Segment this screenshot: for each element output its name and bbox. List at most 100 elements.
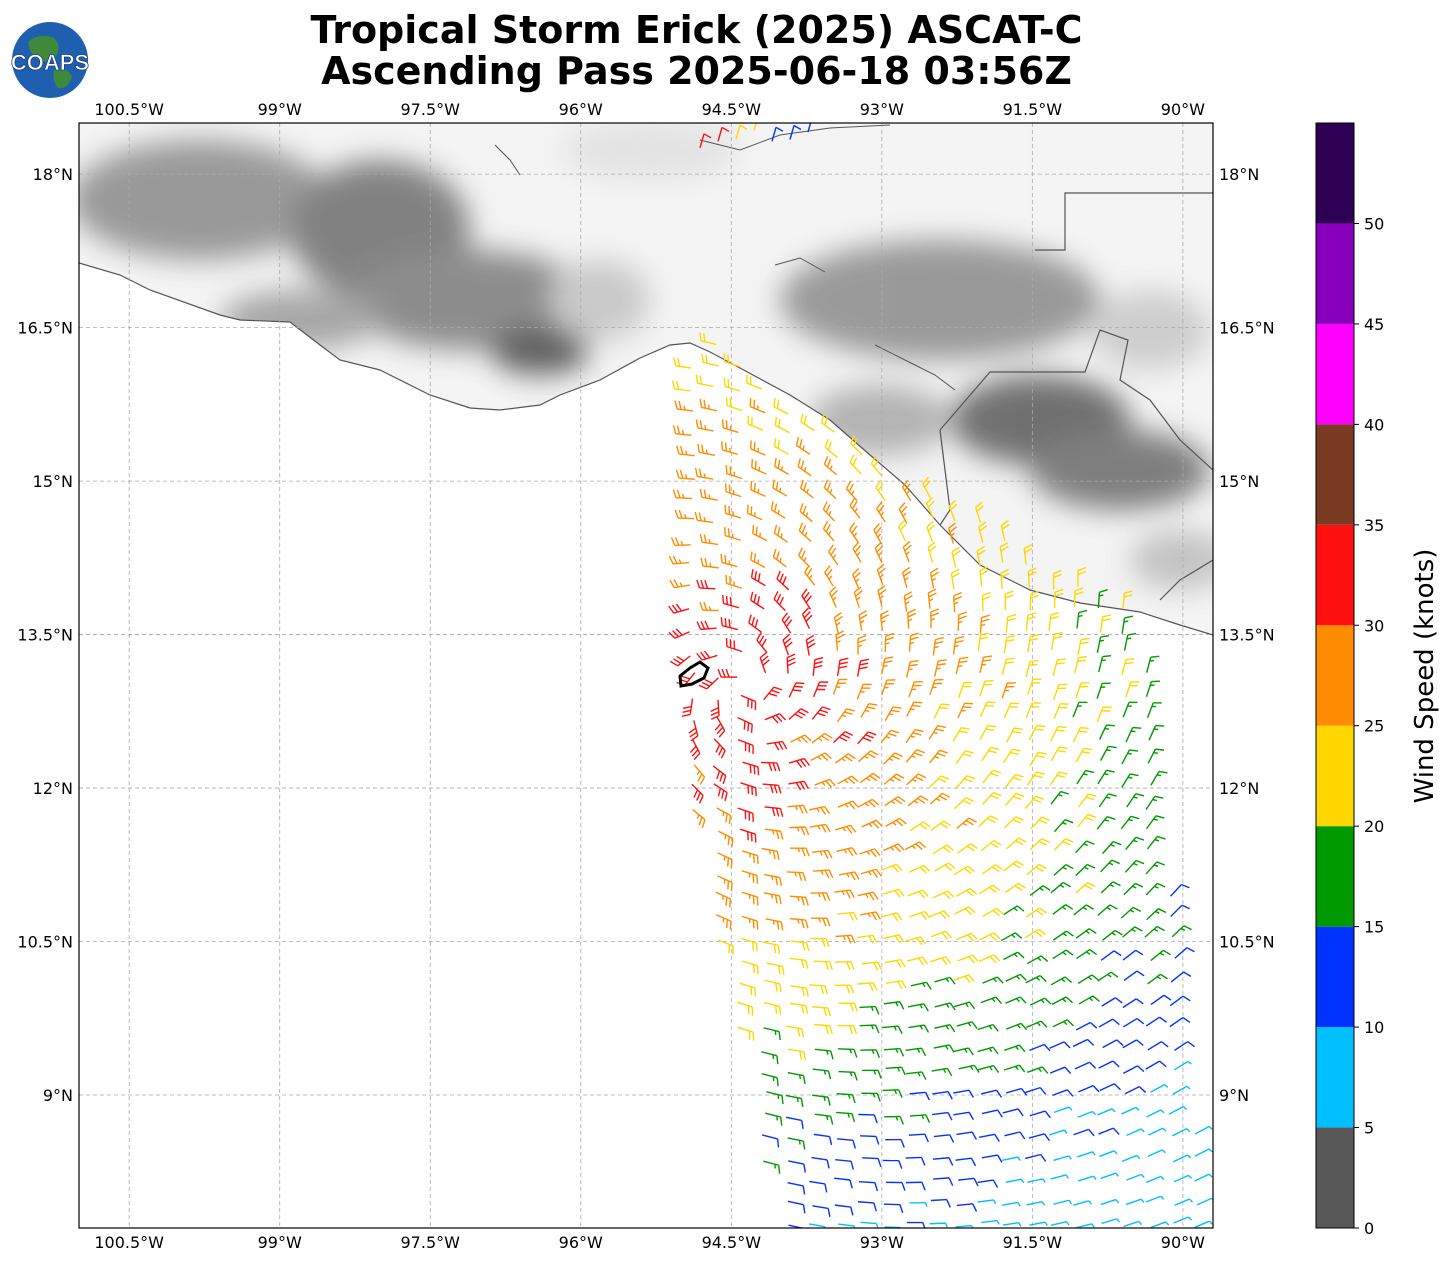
wind-barb	[981, 1109, 1003, 1118]
wind-barb	[1002, 1156, 1021, 1162]
lon-tick-label-bottom: 100.5°W	[94, 1233, 164, 1252]
wind-barb	[691, 783, 704, 804]
lon-tick-label-top: 94.5°W	[702, 100, 762, 119]
country-border	[1159, 559, 1213, 601]
wind-barb	[1123, 632, 1137, 651]
wind-barb	[909, 910, 931, 920]
wind-barb	[860, 1049, 881, 1059]
wind-barb	[1049, 1041, 1071, 1049]
wind-barb	[1100, 881, 1121, 894]
wind-barb	[908, 1133, 930, 1143]
wind-barb	[724, 483, 742, 498]
wind-barb	[955, 775, 976, 789]
wind-barb	[908, 1003, 929, 1012]
wind-barb	[956, 817, 977, 829]
wind-barb	[858, 1113, 878, 1124]
wind-barb	[1026, 1020, 1048, 1028]
wind-barb	[1196, 1197, 1213, 1206]
wind-barb	[1194, 1173, 1213, 1182]
wind-barb	[1049, 1066, 1072, 1074]
wind-barb	[1120, 815, 1140, 830]
wind-barb	[723, 353, 741, 368]
wind-barb	[1171, 925, 1192, 938]
wind-barb	[1174, 947, 1195, 959]
wind-barb	[1076, 1223, 1095, 1228]
wind-barb	[885, 1066, 906, 1076]
wind-barb	[834, 960, 855, 970]
wind-barb	[1050, 881, 1071, 894]
wind-barb	[670, 655, 691, 667]
lon-tick-label-bottom: 99°W	[258, 1233, 302, 1252]
wind-barb	[1053, 588, 1064, 609]
wind-barb	[789, 895, 809, 906]
wind-barb	[812, 1094, 831, 1106]
wind-barb	[934, 862, 956, 872]
wind-barb	[1026, 1201, 1046, 1206]
wind-barb	[908, 1024, 930, 1033]
wind-barb	[761, 1134, 780, 1148]
wind-barb	[958, 1177, 979, 1187]
wind-barb	[1145, 815, 1165, 830]
wind-barb	[761, 1073, 779, 1087]
wind-barb	[884, 796, 906, 807]
wind-barb	[857, 982, 878, 992]
wind-barb	[751, 524, 768, 542]
wind-barb	[1072, 1038, 1095, 1048]
wind-barb	[883, 888, 905, 898]
wind-barb	[1126, 1173, 1145, 1181]
wind-barb	[880, 679, 896, 696]
wind-barb	[1148, 1127, 1167, 1136]
wind-barb	[695, 374, 714, 388]
wind-barb	[788, 780, 810, 791]
wind-barb	[952, 1047, 974, 1056]
wind-barb	[763, 892, 782, 905]
wind-barb	[1003, 860, 1024, 872]
wind-barb	[856, 683, 872, 700]
wind-barb	[1077, 974, 1100, 984]
lat-tick-label-left: 15°N	[33, 472, 73, 491]
wind-barb	[956, 1131, 977, 1140]
wind-barb	[932, 1090, 953, 1100]
wind-barb	[979, 614, 990, 634]
wind-barb	[748, 614, 763, 633]
wind-barb	[811, 1006, 831, 1017]
wind-barb	[1078, 1084, 1100, 1093]
lon-tick-label-top: 90°W	[1161, 100, 1205, 119]
wind-barb	[785, 1094, 804, 1108]
wind-barb	[1076, 769, 1095, 785]
lat-tick-label-left: 13.5°N	[17, 626, 73, 645]
wind-barb	[834, 1177, 853, 1189]
country-border	[1035, 192, 1213, 251]
wind-barb	[982, 769, 1002, 784]
wind-barb	[862, 1157, 882, 1167]
wind-barb	[812, 681, 829, 698]
wind-barb	[1050, 725, 1067, 742]
wind-barb	[720, 617, 738, 631]
wind-barb	[1004, 590, 1014, 611]
wind-barb	[696, 579, 716, 590]
wind-barb	[1124, 859, 1145, 873]
wind-barb	[834, 753, 856, 764]
wind-barb	[1052, 930, 1074, 941]
wind-barb	[1051, 996, 1073, 1006]
wind-barb	[1053, 1199, 1073, 1205]
wind-barb	[788, 757, 810, 769]
wind-barb	[814, 1113, 834, 1125]
colorbar-bin	[1316, 123, 1354, 224]
wind-barb	[800, 479, 814, 499]
wind-barb	[901, 479, 912, 502]
wind-barb	[1169, 995, 1191, 1007]
wind-barb	[934, 1024, 956, 1033]
wind-barb	[1122, 998, 1144, 1009]
wind-barb	[903, 591, 913, 612]
wind-barb	[827, 544, 839, 566]
wind-barb	[953, 591, 963, 612]
wind-barb	[857, 1201, 877, 1212]
wind-barb	[930, 930, 952, 940]
wind-barb	[933, 659, 947, 677]
wind-barb	[797, 547, 811, 568]
wind-barb	[1053, 1106, 1073, 1114]
wind-barb	[981, 1219, 1000, 1225]
wind-barb	[1004, 1131, 1026, 1140]
wind-barb	[882, 752, 903, 765]
